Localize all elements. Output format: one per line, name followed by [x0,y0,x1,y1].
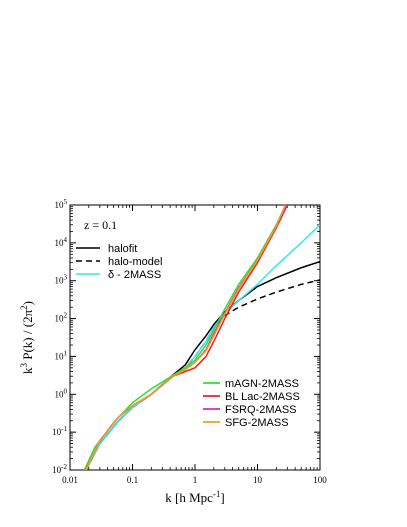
series-line-halofit [85,260,320,470]
x-tick-label: 0.01 [62,475,78,485]
y-tick-label: 100 [55,387,68,399]
x-axis-label-end: ] [220,490,224,505]
x-axis-label-main: k [h Mpc [165,490,213,505]
x-tick-label: 100 [313,475,327,485]
y-axis-label: k3 P(k) / (2π2) [19,301,35,374]
x-tick-label: 0.1 [127,475,138,485]
legend-label: halo-model [108,256,162,268]
y-axis-label-end: ) [20,301,35,305]
x-tick-label: 1 [193,475,198,485]
legend-label: SFG-2MASS [225,417,289,429]
y-axis-label-exp1: 3 [19,363,29,368]
series-line--2mass [85,224,320,470]
y-axis-label-mid: P(k) / (2π [20,309,35,363]
y-tick-label: 102 [55,312,68,324]
legend-label: halofit [108,243,137,255]
axis-ticks: 0.01 0.1 1 10 100 10-2 10-1 100 101 102 103 104 105 [52,198,327,485]
legend-label: FSRQ-2MASS [225,404,297,416]
x-tick-label: 10 [253,475,263,485]
y-tick-label: 104 [55,236,68,248]
legend-label: BL Lac-2MASS [225,391,300,403]
redshift-annotation: z = 0.1 [84,218,117,232]
y-axis-label-k: k [20,367,35,374]
series-line-sfg-2mass [85,205,287,470]
legend-label: mAGN-2MASS [225,378,299,390]
y-tick-label: 10-1 [52,425,67,437]
legend-label: δ - 2MASS [108,269,161,281]
y-tick-label: 105 [55,198,68,210]
y-tick-label: 10-2 [52,463,67,475]
y-tick-label: 103 [55,274,68,286]
x-axis-label: k [h Mpc-1] [165,489,225,505]
y-axis-label-exp2: 2 [19,305,29,310]
series-line-halo-model [85,279,320,470]
series-lines [83,205,320,470]
x-axis-label-sup: -1 [213,489,221,499]
y-tick-label: 101 [55,349,68,361]
